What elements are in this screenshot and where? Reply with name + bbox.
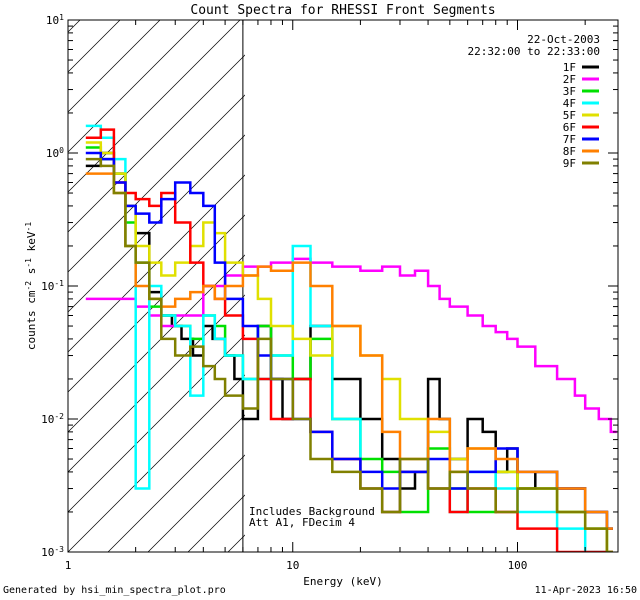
series-6F — [85, 128, 613, 552]
hatch-line — [388, 0, 640, 552]
hatch-line — [68, 294, 245, 473]
chart-title: Count Spectra for RHESSI Front Segments — [190, 3, 495, 18]
hatch-line — [68, 20, 241, 193]
hatch-line — [428, 0, 640, 552]
legend-label-7F: 7F — [563, 133, 576, 146]
time-range-label: 22:32:00 to 22:33:00 — [468, 45, 600, 58]
y-label-sup3: -1 — [24, 222, 33, 232]
legend-label-6F: 6F — [563, 121, 576, 134]
y-axis-label: counts cm-2 s-1 keV-1 — [24, 222, 39, 350]
hatch-line — [628, 0, 640, 552]
series-3F — [85, 146, 613, 552]
axis-ticks: 1 10 100 101 100 10-1 10-2 10-3 — [41, 13, 618, 572]
hatched-region — [0, 0, 640, 552]
legend-label-3F: 3F — [563, 85, 576, 98]
hatch-line — [68, 134, 245, 313]
hatch-line — [68, 374, 245, 552]
annotation-attenuator: Att A1, FDecim 4 — [249, 516, 355, 529]
y-tick-label: 10-3 — [41, 545, 64, 560]
legend-label-9F: 9F — [563, 157, 576, 170]
series-8F — [85, 172, 613, 530]
series-2F — [85, 257, 617, 434]
y-tick-label: 10-1 — [41, 279, 64, 294]
hatch-line — [68, 20, 81, 33]
hatch-line — [68, 334, 245, 513]
svg-text:counts cm-2 s-1 keV-1: counts cm-2 s-1 keV-1 — [24, 222, 39, 350]
x-tick-label: 1 — [65, 559, 72, 572]
hatch-line — [68, 214, 245, 393]
series-group — [85, 124, 617, 552]
hatch-line — [68, 94, 245, 273]
y-label-end: keV — [25, 231, 38, 258]
hatch-line — [107, 414, 245, 552]
hatch-line — [348, 0, 640, 552]
hatch-line — [68, 20, 121, 73]
y-label-sup1: -2 — [24, 281, 33, 291]
y-label-mid: s — [25, 268, 38, 281]
hatch-line — [68, 20, 161, 113]
legend-label-4F: 4F — [563, 97, 576, 110]
x-axis-label: Energy (keV) — [303, 575, 382, 588]
legend-label-2F: 2F — [563, 73, 576, 86]
hatch-line — [468, 0, 640, 552]
series-9F — [85, 157, 613, 552]
x-tick-label: 100 — [508, 559, 528, 572]
y-label-sup2: -1 — [24, 258, 33, 268]
hatch-line — [227, 534, 245, 552]
x-tick-label: 10 — [286, 559, 299, 572]
hatch-line — [588, 0, 640, 552]
hatch-line — [68, 20, 201, 153]
y-tick-label: 100 — [46, 146, 64, 161]
hatch-line — [68, 174, 245, 353]
footer-generated-by: Generated by hsi_min_spectra_plot.pro — [3, 585, 226, 596]
y-tick-label: 101 — [46, 13, 64, 28]
hatch-line — [68, 254, 245, 433]
y-tick-label: 10-2 — [41, 412, 64, 427]
hatch-line — [268, 0, 640, 552]
legend-label-8F: 8F — [563, 145, 576, 158]
hatch-line — [0, 0, 108, 552]
legend-label-5F: 5F — [563, 109, 576, 122]
hatch-line — [308, 0, 640, 552]
legend-label-1F: 1F — [563, 61, 576, 74]
date-label: 22-Oct-2003 — [527, 33, 600, 46]
y-label-base: counts cm — [25, 290, 38, 350]
annotation-background: Includes Background — [249, 505, 375, 518]
footer-timestamp: 11-Apr-2023 16:50 — [534, 585, 637, 596]
